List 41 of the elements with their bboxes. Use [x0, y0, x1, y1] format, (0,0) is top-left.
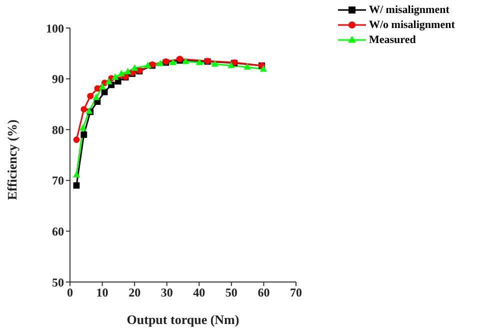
point [118, 70, 125, 76]
point [72, 170, 80, 178]
point [92, 94, 100, 100]
point [196, 58, 203, 66]
legend-label: Measured [369, 34, 416, 46]
point [80, 106, 88, 112]
y-tick-label: 90 [52, 72, 64, 86]
point [73, 136, 80, 143]
point [124, 68, 132, 74]
point [228, 62, 235, 68]
x-tick-label: 40 [193, 286, 206, 300]
point [260, 65, 267, 72]
x-tick-label: 70 [290, 286, 302, 300]
y-tick-label: 60 [52, 224, 64, 238]
legend-label: W/o misalignment [369, 18, 455, 30]
point [112, 73, 119, 80]
point [211, 60, 218, 67]
x-tick-label: 30 [160, 286, 173, 300]
y-tick-label: 100 [46, 21, 64, 36]
x-axis-title: Output torque (Nm) [126, 312, 240, 327]
point [169, 58, 177, 66]
y-tick-label: 70 [52, 174, 64, 188]
y-tick-label: 50 [52, 275, 64, 290]
point [156, 60, 164, 66]
point [182, 58, 190, 64]
x-tick-label: 60 [258, 286, 270, 300]
y-axis-title: Efficiency (%) [4, 119, 20, 200]
x-tick-label: 0 [67, 286, 73, 300]
point [79, 124, 86, 131]
point [87, 92, 94, 100]
x-tick-label: 10 [96, 286, 108, 300]
legend-label: W/ misalignment [369, 4, 450, 16]
y-tick-label: 80 [52, 122, 64, 137]
point [144, 62, 152, 68]
point [98, 83, 106, 90]
x-tick-label: 50 [225, 286, 238, 300]
x-tick-label: 20 [128, 286, 141, 300]
point [131, 64, 138, 71]
point [105, 78, 112, 84]
point [80, 131, 88, 138]
point [244, 63, 251, 70]
